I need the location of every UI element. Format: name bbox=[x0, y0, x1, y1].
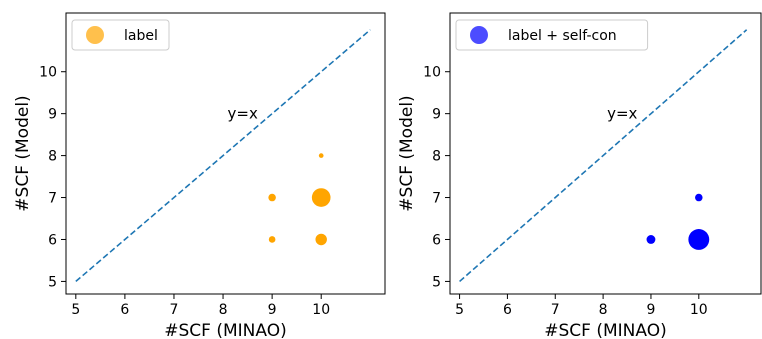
y-tick-label: 7 bbox=[432, 191, 441, 207]
legend: label + self-con bbox=[455, 19, 649, 51]
data-point bbox=[646, 235, 656, 244]
x-tick-label: 6 bbox=[503, 302, 512, 318]
x-tick-label: 7 bbox=[551, 302, 560, 318]
legend-marker bbox=[470, 26, 488, 44]
y-tick-label: 8 bbox=[432, 149, 441, 165]
x-axis-label: #SCF (MINAO) bbox=[544, 321, 666, 339]
y-axis-label: #SCF (Model) bbox=[397, 95, 417, 211]
reference-line-label: y=x bbox=[607, 105, 637, 123]
data-point bbox=[695, 193, 703, 202]
x-tick-label: 10 bbox=[312, 302, 330, 318]
legend-label: label + self-con bbox=[508, 28, 617, 44]
y-tick-label: 10 bbox=[423, 65, 441, 81]
y-tick-label: 6 bbox=[48, 232, 57, 248]
x-tick-label: 9 bbox=[268, 302, 277, 318]
data-point bbox=[318, 153, 324, 158]
data-point bbox=[315, 233, 327, 246]
data-point bbox=[268, 193, 276, 202]
x-tick-label: 5 bbox=[71, 302, 80, 318]
y-tick-label: 7 bbox=[48, 191, 57, 207]
reference-line bbox=[75, 29, 371, 283]
reference-line bbox=[459, 29, 748, 283]
x-tick-label: 8 bbox=[219, 302, 228, 318]
x-tick-label: 7 bbox=[170, 302, 179, 318]
x-tick-label: 5 bbox=[455, 302, 464, 318]
y-tick-label: 5 bbox=[48, 274, 57, 290]
data-point bbox=[268, 236, 276, 243]
y-axis-label: #SCF (Model) bbox=[13, 95, 33, 211]
x-axis-label: #SCF (MINAO) bbox=[164, 321, 286, 339]
data-point bbox=[311, 188, 331, 207]
legend: label bbox=[71, 19, 170, 51]
x-tick-label: 6 bbox=[120, 302, 129, 318]
legend-box bbox=[455, 19, 649, 51]
chart-panel-1: y=x 5 6 7 8 9 10 5 6 7 8 9 10 #SCF (MINAO) #SCF (Model… bbox=[13, 12, 386, 339]
plot-frame bbox=[65, 12, 386, 295]
y-tick-label: 8 bbox=[48, 149, 57, 165]
y-tick-label: 6 bbox=[432, 232, 441, 248]
x-tick-label: 9 bbox=[646, 302, 655, 318]
legend-label: label bbox=[124, 28, 158, 44]
y-tick-label: 10 bbox=[39, 65, 57, 81]
y-tick-label: 9 bbox=[48, 107, 57, 123]
y-tick-label: 5 bbox=[432, 274, 441, 290]
x-tick-label: 10 bbox=[690, 302, 708, 318]
plot-frame bbox=[449, 12, 762, 295]
legend-marker bbox=[86, 26, 104, 44]
reference-line-label: y=x bbox=[228, 105, 258, 123]
y-tick-label: 9 bbox=[432, 107, 441, 123]
data-point bbox=[688, 229, 710, 250]
chart-panel-2: y=x 5 6 7 8 9 10 5 6 7 8 9 10 #SCF (MINAO) #SCF (Model… bbox=[397, 12, 762, 339]
x-tick-label: 8 bbox=[599, 302, 608, 318]
